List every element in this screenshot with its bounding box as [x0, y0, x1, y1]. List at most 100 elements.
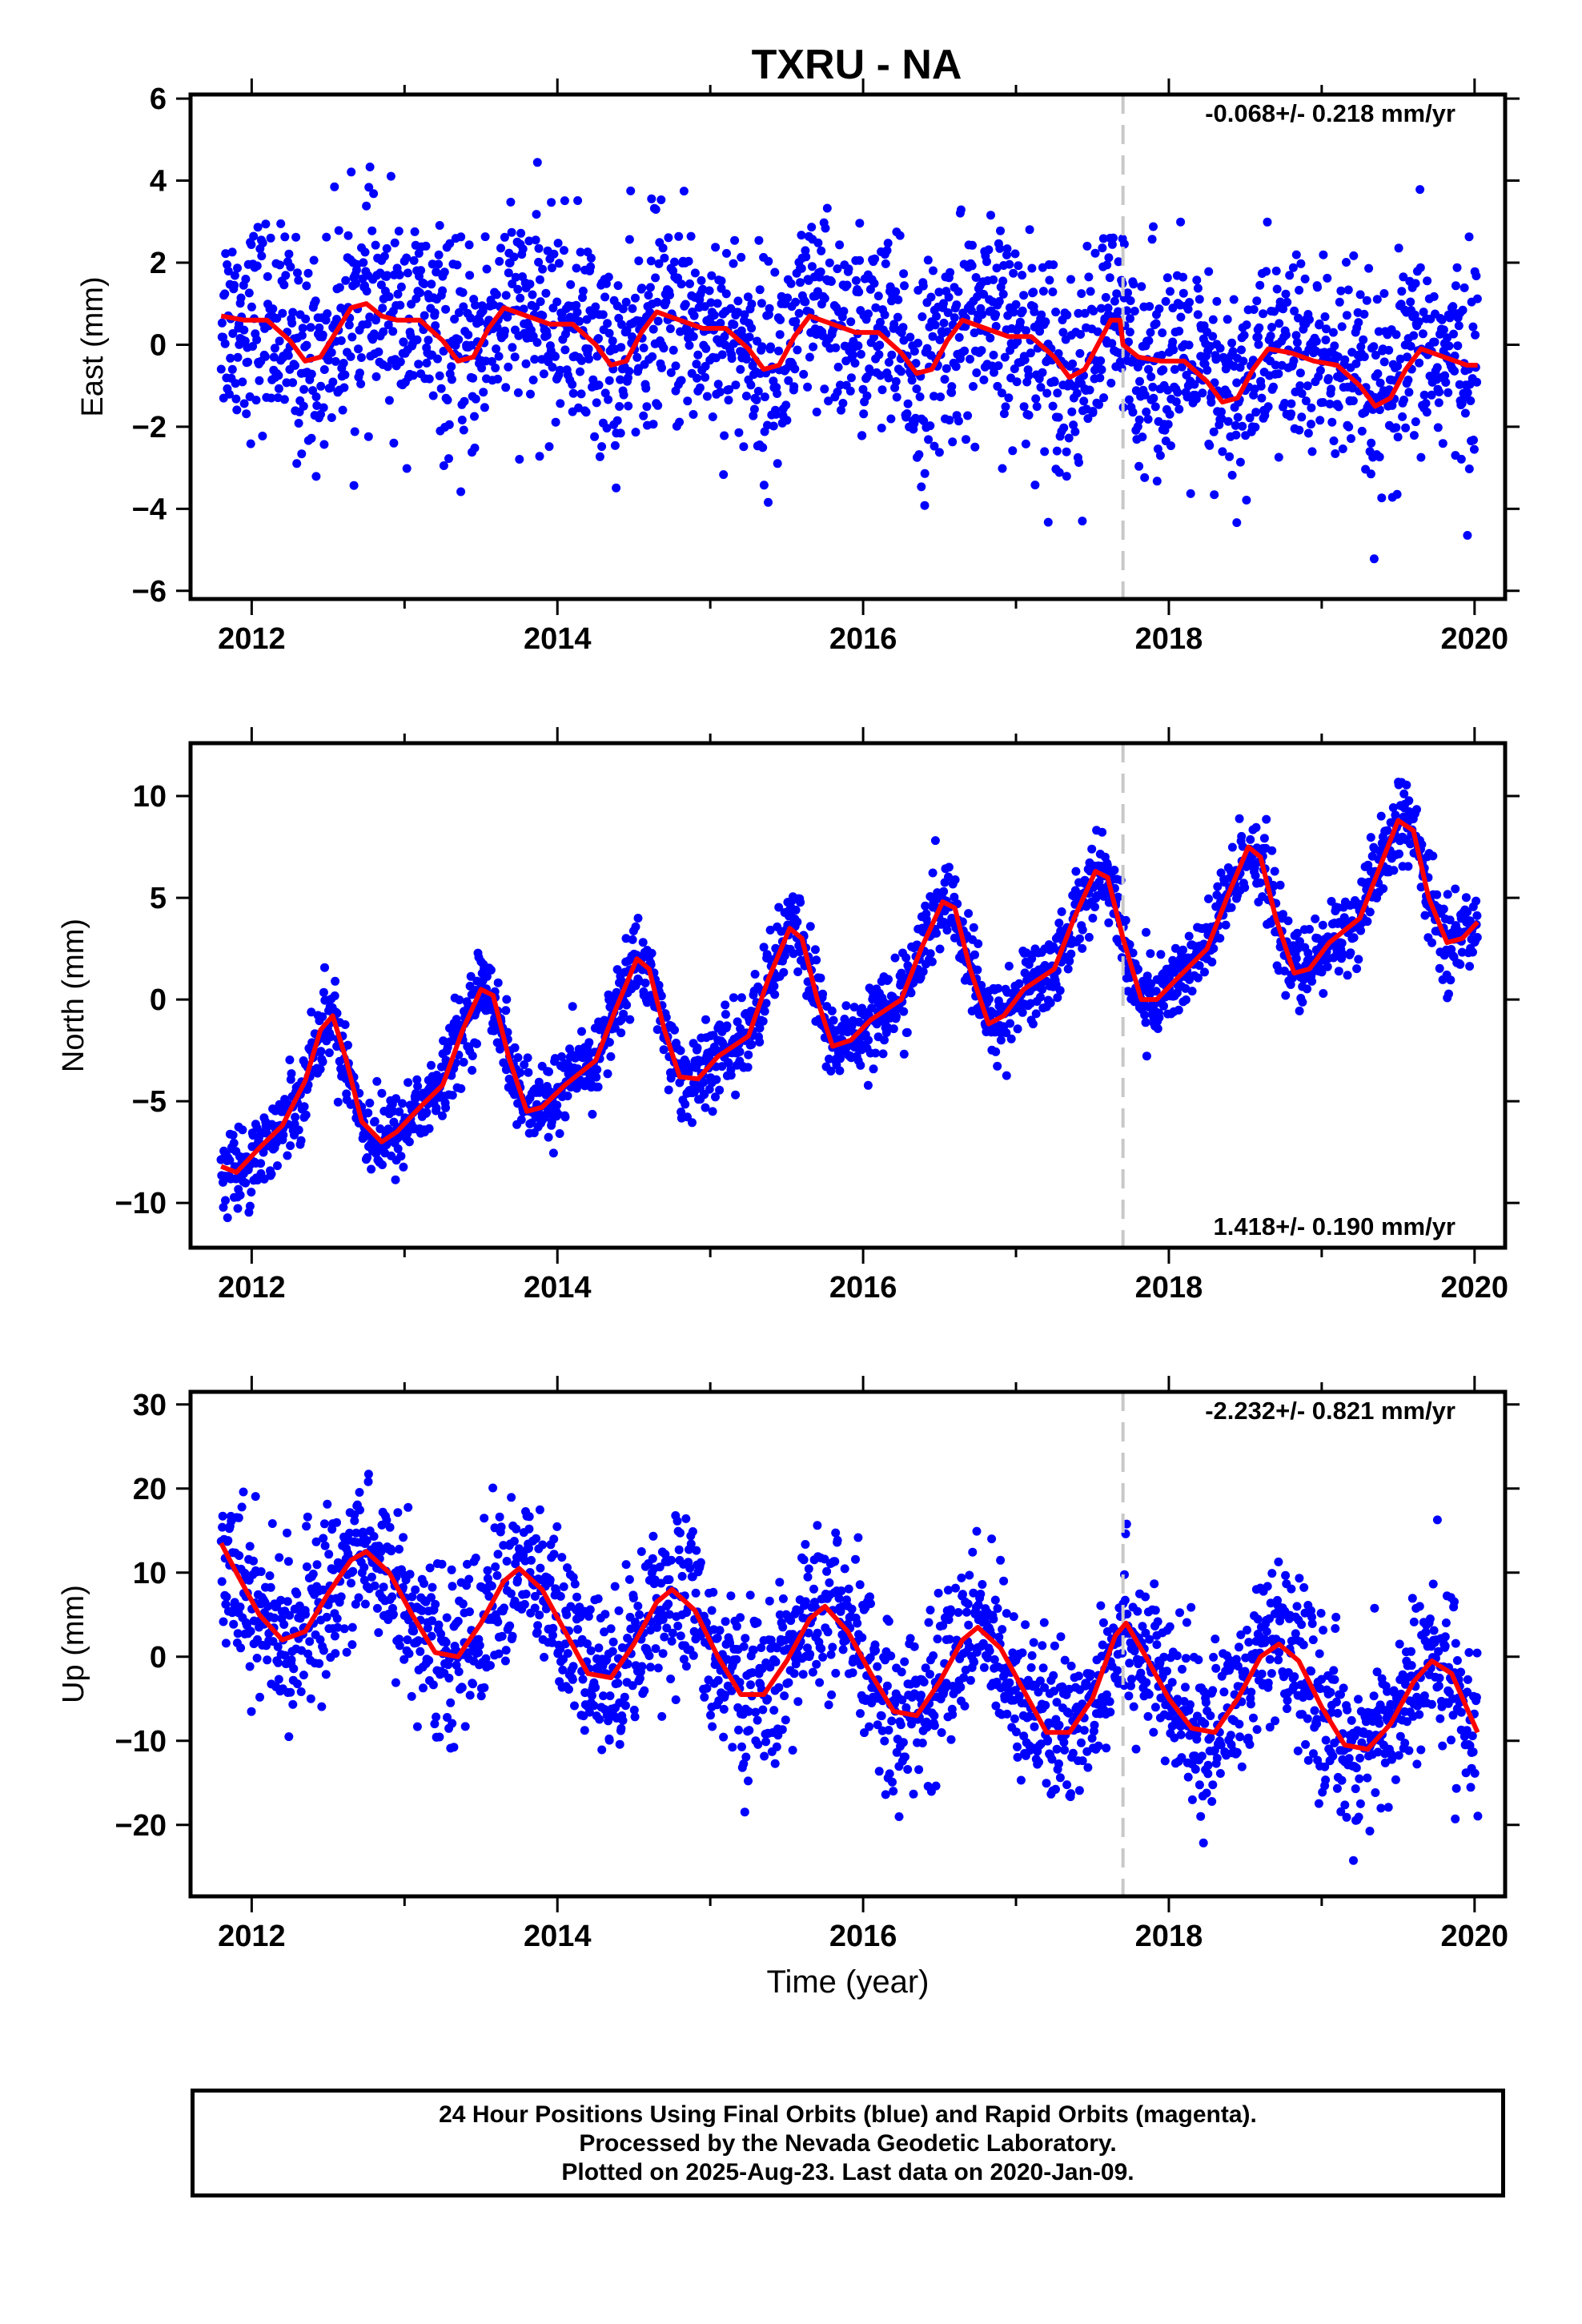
east-point	[369, 189, 379, 199]
east-point	[578, 293, 587, 303]
east-point	[781, 400, 791, 410]
east-point	[1186, 489, 1195, 498]
east-point	[1366, 469, 1375, 479]
east-point	[743, 292, 753, 302]
east-point	[516, 228, 526, 238]
east-point	[724, 396, 733, 405]
north-point	[287, 1069, 296, 1079]
north-point	[969, 923, 978, 932]
east-point	[1027, 263, 1037, 273]
east-point	[1255, 323, 1264, 332]
east-point	[660, 253, 669, 263]
north-point	[1292, 928, 1302, 938]
east-point	[339, 359, 348, 368]
up-point	[288, 1699, 298, 1709]
east-point	[1097, 304, 1106, 313]
east-point	[862, 391, 872, 400]
east-point	[500, 326, 509, 336]
east-point	[877, 424, 886, 432]
east-point	[794, 308, 804, 318]
north-point	[1046, 998, 1055, 1007]
east-point	[584, 354, 593, 364]
north-point	[701, 1103, 710, 1112]
east-point	[1409, 331, 1419, 340]
east-point	[869, 332, 878, 342]
up-point	[285, 1610, 295, 1620]
north-point	[1352, 964, 1362, 974]
east-point	[799, 369, 809, 379]
east-point	[553, 239, 563, 248]
east-point	[309, 255, 319, 265]
east-point	[393, 289, 403, 299]
north-point	[534, 1077, 544, 1087]
north-point	[1366, 833, 1375, 842]
north-point	[664, 1085, 673, 1095]
east-point	[1114, 307, 1123, 316]
east-point	[350, 427, 359, 436]
east-point	[1271, 360, 1280, 370]
east-point	[359, 258, 368, 267]
up-point	[497, 1631, 507, 1641]
east-point	[1048, 401, 1058, 411]
east-point	[991, 322, 1001, 331]
east-point	[642, 402, 652, 412]
east-point	[837, 405, 845, 415]
north-point	[1443, 890, 1452, 899]
east-point	[568, 380, 577, 389]
east-point	[1315, 366, 1325, 375]
east-point	[480, 232, 490, 242]
north-point	[1018, 1007, 1027, 1017]
east-point	[669, 345, 678, 355]
east-point	[1301, 396, 1311, 406]
east-point	[729, 259, 738, 268]
east-point	[1088, 408, 1098, 417]
north-point	[1349, 933, 1359, 943]
east-point	[651, 273, 661, 283]
north-point	[942, 926, 952, 935]
east-point	[929, 266, 938, 275]
up-point	[279, 1620, 289, 1629]
east-point	[258, 432, 267, 440]
east-point	[268, 304, 278, 314]
east-point	[454, 335, 464, 344]
east-point	[503, 312, 512, 322]
east-point	[595, 452, 604, 461]
east-point	[993, 381, 1002, 391]
east-point	[899, 269, 909, 279]
east-point	[1104, 253, 1114, 263]
east-point	[686, 231, 696, 241]
up-point	[348, 1566, 358, 1576]
north-point	[340, 1020, 350, 1029]
east-point	[1263, 402, 1273, 412]
east-point	[1022, 326, 1030, 336]
north-point	[755, 1037, 765, 1047]
east-point	[452, 260, 462, 270]
east-point	[1029, 287, 1038, 297]
up-point	[296, 1687, 306, 1696]
up-point	[491, 1562, 500, 1571]
east-point	[884, 373, 893, 383]
east-ylabel: East (mm)	[76, 276, 110, 416]
north-point	[681, 1100, 690, 1109]
east-point	[1430, 337, 1439, 347]
up-point	[442, 1613, 452, 1622]
north-point	[1255, 878, 1265, 887]
east-point	[1093, 327, 1102, 336]
north-point	[319, 987, 328, 997]
east-point	[631, 293, 640, 303]
north-point	[326, 1032, 335, 1042]
east-point	[379, 251, 389, 261]
east-point	[626, 186, 636, 195]
east-point	[681, 300, 690, 309]
north-ytick-label: −10	[115, 1187, 167, 1220]
up-point	[283, 1557, 293, 1566]
east-point	[1053, 388, 1062, 398]
east-point	[1411, 417, 1420, 427]
east-point	[877, 385, 887, 395]
east-point	[612, 416, 622, 425]
up-point	[293, 1679, 302, 1689]
north-point	[1286, 980, 1295, 989]
north-point	[780, 951, 789, 960]
north-point	[906, 988, 916, 998]
east-point	[1114, 257, 1123, 267]
